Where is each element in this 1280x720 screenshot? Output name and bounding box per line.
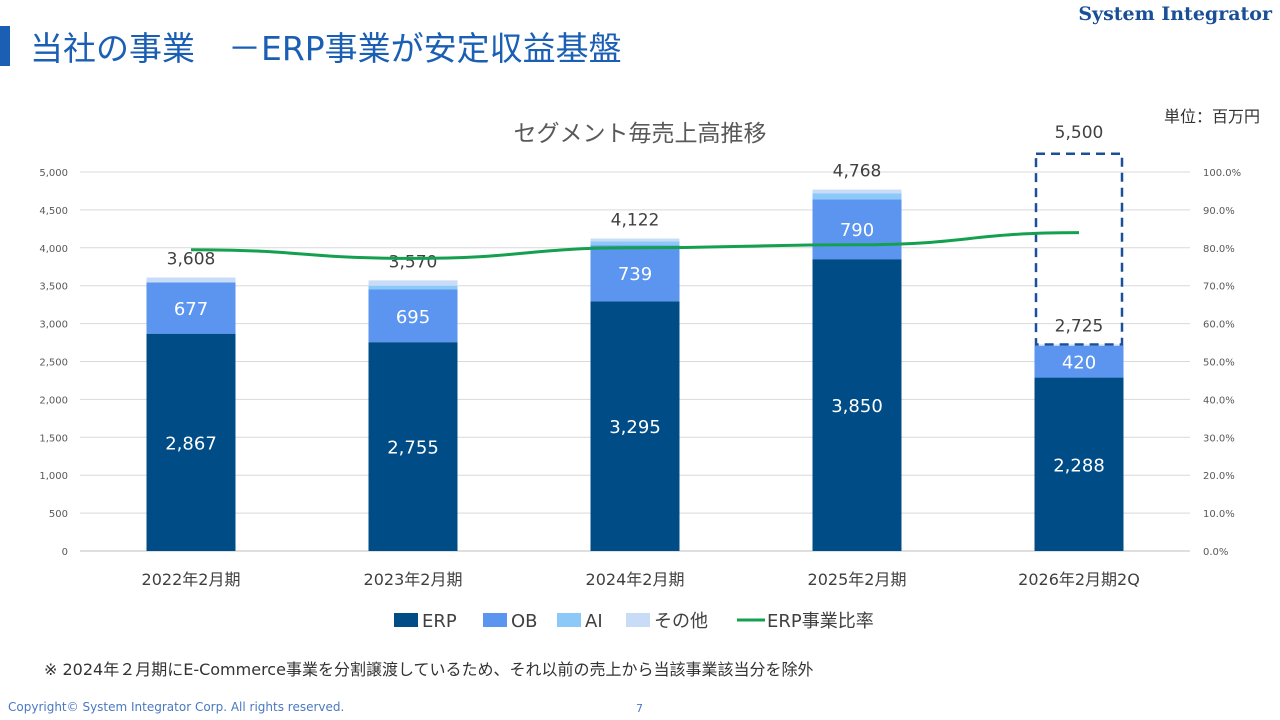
bar-ERP <box>146 333 236 551</box>
forecast-label: 5,500 <box>1055 123 1104 143</box>
y-tick-label: 5,000 <box>39 168 68 179</box>
bar-OB <box>590 245 680 302</box>
legend-label: ERP事業比率 <box>767 611 874 632</box>
x-tick-label: 2025年2月期 <box>808 570 907 589</box>
x-tick-label: 2023年2月期 <box>364 570 463 589</box>
y2-tick-label: 60.0% <box>1203 320 1235 331</box>
segment-label-ERP: 2,867 <box>165 433 217 454</box>
bar-OB <box>146 282 236 334</box>
y2-tick-label: 80.0% <box>1203 244 1235 255</box>
unit-label: 単位：百万円 <box>1163 107 1260 126</box>
bar-ERP <box>368 342 458 551</box>
y-tick-label: 2,000 <box>39 395 68 406</box>
y2-tick-label: 90.0% <box>1203 206 1235 217</box>
y2-tick-label: 100.0% <box>1203 168 1241 179</box>
segment-label-OB: 420 <box>1062 353 1096 374</box>
segment-label-ERP: 3,850 <box>831 396 883 417</box>
bar-AI <box>812 193 902 200</box>
segment-label-OB: 695 <box>396 307 430 328</box>
segment-label-ERP: 2,288 <box>1053 455 1105 476</box>
bar-AI <box>368 285 458 290</box>
segment-label-OB: 790 <box>840 220 874 241</box>
y-tick-label: 0 <box>62 547 68 558</box>
legend-swatch-OB <box>483 613 507 627</box>
y-tick-label: 3,000 <box>39 320 68 331</box>
total-label: 2,725 <box>1055 316 1104 336</box>
segment-label-ERP: 3,295 <box>609 417 661 438</box>
legend-swatch-ERP <box>394 613 418 627</box>
y-tick-label: 1,000 <box>39 471 68 482</box>
y-tick-label: 4,000 <box>39 244 68 255</box>
y-tick-label: 4,500 <box>39 206 68 217</box>
total-label: 3,570 <box>389 252 438 272</box>
legend-label: ERP <box>422 611 457 632</box>
bar-ERP <box>1034 377 1124 551</box>
x-tick-label: 2026年2月期2Q <box>1018 570 1140 589</box>
bar-AI <box>590 241 680 246</box>
footnote: ※ 2024年２月期にE-Commerce事業を分割譲渡しているため、それ以前の… <box>44 660 814 679</box>
segment-label-OB: 677 <box>174 299 208 320</box>
y2-tick-label: 40.0% <box>1203 395 1235 406</box>
y2-tick-label: 70.0% <box>1203 282 1235 293</box>
legend-label: その他 <box>654 611 708 632</box>
y2-tick-label: 10.0% <box>1203 509 1235 520</box>
bar-ERP <box>812 259 902 551</box>
title-accent-bar <box>0 26 10 66</box>
x-tick-label: 2024年2月期 <box>586 570 685 589</box>
y-tick-label: 1,500 <box>39 433 68 444</box>
x-tick-label: 2022年2月期 <box>142 570 241 589</box>
y-tick-label: 3,500 <box>39 282 68 293</box>
bar-OB <box>368 289 458 343</box>
y2-tick-label: 30.0% <box>1203 433 1235 444</box>
segment-label-OB: 739 <box>618 264 652 285</box>
brand-logo-text: System Integrator <box>1078 3 1272 25</box>
page-number: 7 <box>636 702 643 715</box>
legend-label: OB <box>511 611 538 632</box>
bar-その他 <box>146 277 236 283</box>
bar-OB <box>1034 345 1124 378</box>
chart-title: セグメント毎売上高推移 <box>514 121 767 147</box>
total-label: 4,122 <box>611 211 660 231</box>
bar-その他 <box>368 280 458 286</box>
total-label: 4,768 <box>833 162 882 182</box>
y2-tick-label: 0.0% <box>1203 547 1228 558</box>
forecast-box <box>1034 152 1124 346</box>
ratio-line <box>190 231 1080 260</box>
bar-その他 <box>590 238 680 242</box>
legend-label: AI <box>585 611 603 632</box>
y-tick-label: 500 <box>49 509 68 520</box>
bar-その他 <box>812 189 902 194</box>
total-label: 3,608 <box>167 250 216 270</box>
bar-OB <box>812 199 902 260</box>
segment-sales-chart: セグメント毎売上高推移 0 500 1,000 1,500 2,000 2,500 3,000… <box>39 121 1241 632</box>
y2-tick-label: 50.0% <box>1203 358 1235 369</box>
page-title: 当社の事業 －ERP事業が安定収益基盤 <box>30 29 622 68</box>
y-tick-label: 2,500 <box>39 358 68 369</box>
copyright: Copyright© System Integrator Corp. All r… <box>8 700 345 714</box>
legend-swatch-その他 <box>626 613 650 627</box>
bar-ERP <box>590 301 680 551</box>
legend-swatch-AI <box>557 613 581 627</box>
segment-label-ERP: 2,755 <box>387 438 439 459</box>
y2-tick-label: 20.0% <box>1203 471 1235 482</box>
